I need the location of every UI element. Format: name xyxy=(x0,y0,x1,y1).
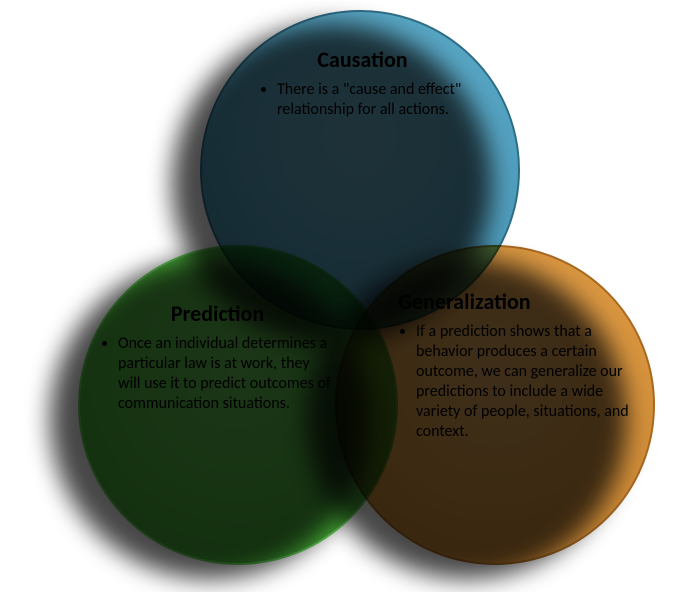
title-generalization: Generalization xyxy=(398,290,638,314)
desc-prediction-list: Once an individual determines a particul… xyxy=(100,334,335,414)
title-prediction: Prediction xyxy=(100,302,335,326)
desc-generalization-list: If a prediction shows that a behavior pr… xyxy=(398,322,638,442)
block-generalization: Generalization If a prediction shows tha… xyxy=(398,290,638,442)
block-causation: Causation There is a "cause and effect" … xyxy=(255,48,470,120)
desc-causation: There is a "cause and effect" relationsh… xyxy=(277,80,470,120)
title-causation: Causation xyxy=(255,48,470,72)
desc-prediction: Once an individual determines a particul… xyxy=(118,334,335,414)
desc-generalization: If a prediction shows that a behavior pr… xyxy=(416,322,638,442)
desc-causation-list: There is a "cause and effect" relationsh… xyxy=(255,80,470,120)
venn-diagram: Causation There is a "cause and effect" … xyxy=(0,0,682,592)
block-prediction: Prediction Once an individual determines… xyxy=(100,302,335,414)
